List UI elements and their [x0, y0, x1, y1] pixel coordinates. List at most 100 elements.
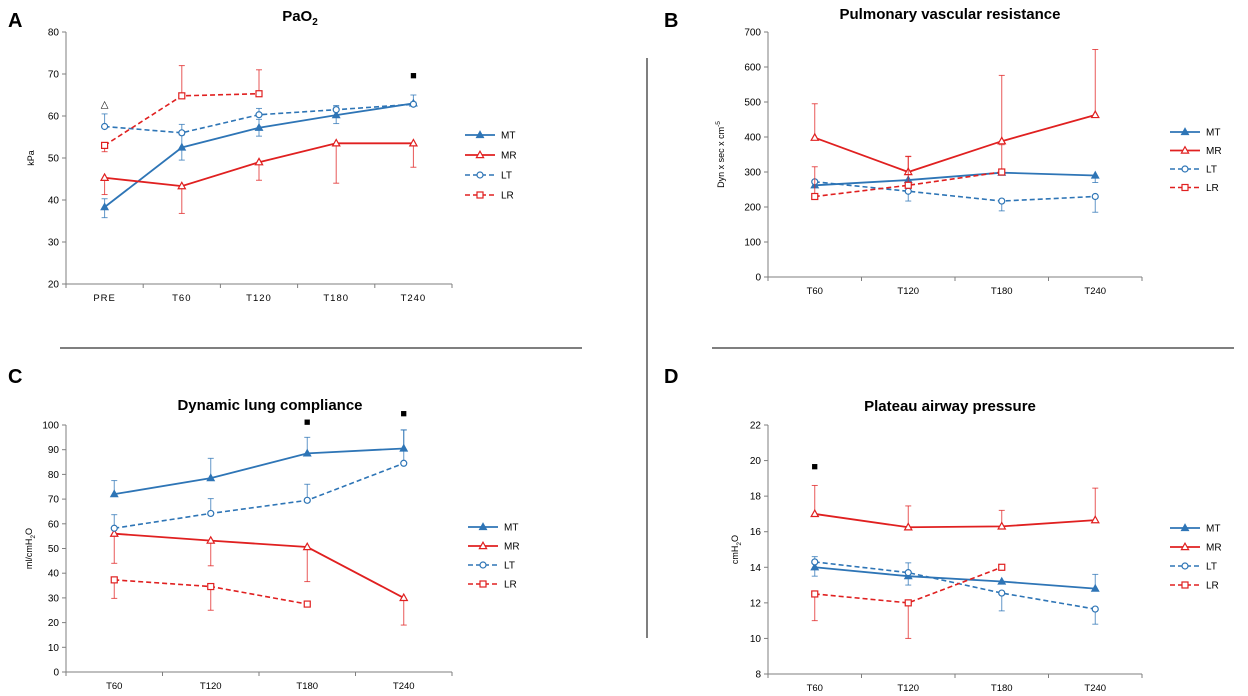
chart-b-series-lt-point	[1091, 192, 1099, 201]
chart-c-series-lt-line	[114, 462, 405, 530]
chart-c-series-lr	[110, 576, 311, 611]
chart-b-y-tick-label: 100	[744, 238, 761, 249]
chart-d-legend-lr: LR	[1170, 581, 1219, 592]
chart-c-legend-label: LR	[504, 580, 517, 591]
chart-c-series-lr-point	[110, 576, 118, 584]
separator-vertical	[646, 58, 648, 638]
chart-c-y-tick-label: 40	[48, 569, 60, 580]
chart-b-y-tick-label: 700	[744, 28, 761, 39]
chart-d-x-tick-label: T240	[1084, 683, 1106, 694]
chart-b-y-tick-label: 300	[744, 168, 761, 179]
chart-a-series-mr-point	[254, 157, 264, 166]
chart-d-significance-marker: ■	[811, 461, 818, 473]
chart-d-legend-marker	[1181, 562, 1189, 570]
chart-b-series-lt-point	[998, 197, 1006, 205]
chart-c-series-mt	[109, 429, 409, 498]
chart-a-y-tick-label: 30	[48, 238, 60, 249]
chart-a-legend-mt: MT	[465, 130, 515, 142]
chart-c-series-lt-point	[400, 459, 408, 467]
chart-b-series-mr	[810, 49, 1100, 176]
chart-c-legend-marker	[479, 580, 487, 588]
panel-letter-d: D	[664, 366, 679, 388]
chart-a-series-mt-point	[331, 110, 341, 119]
chart-c-y-axis-label-main: ml/cmH	[24, 539, 34, 570]
chart-c-series-lr-point	[207, 582, 215, 591]
chart-d-series-mr-point	[903, 522, 913, 531]
chart-c-series-mr-point	[399, 592, 409, 602]
chart-b-legend-label: MR	[1206, 146, 1222, 157]
chart-title-b: Pulmonary vascular resistance	[839, 6, 1061, 23]
chart-c-legend-label: LT	[504, 561, 515, 572]
chart-d-legend-mt: MT	[1170, 523, 1220, 535]
chart-c-x-tick-label: T120	[200, 681, 222, 692]
chart-a-legend-label: MR	[501, 151, 517, 162]
chart-d-legend-lt: LT	[1170, 562, 1217, 573]
chart-d-legend-label: MT	[1206, 524, 1220, 535]
chart-a-series-mr-point	[331, 138, 341, 147]
chart-a-series-mr-point	[408, 138, 419, 147]
chart-d-x-tick-label: T60	[807, 683, 823, 694]
chart-a-legend-lt: LT	[465, 171, 512, 182]
chart-d-y-tick-label: 16	[750, 527, 762, 538]
chart-d-series-mr-point	[810, 508, 820, 518]
chart-c-compliance: 0 10 20 30 40 50 60 70 80 90 100 T60 T120 T180 T240 ml/…	[24, 408, 520, 692]
chart-a-y-tick-label: 20	[48, 280, 60, 291]
chart-a-series-lt-point	[332, 106, 340, 114]
chart-a-y-tick-label: 80	[48, 28, 60, 39]
chart-a-series-lt-point	[178, 129, 186, 137]
separator-horizontal-right	[712, 347, 1234, 349]
chart-a-series-mr-point	[177, 181, 187, 190]
chart-b-series-lr-point	[998, 168, 1006, 176]
chart-c-series-mr	[109, 528, 409, 626]
chart-c-significance-marker: ■	[400, 408, 407, 420]
chart-d-series-lt-point	[1091, 605, 1099, 613]
chart-a-legend-mr: MR	[465, 149, 517, 162]
chart-d-series-lt-point	[904, 569, 912, 577]
chart-a-series-lt-point	[255, 111, 263, 119]
chart-b-y-tick-label: 500	[744, 98, 761, 109]
chart-d-legend-label: LT	[1206, 562, 1217, 573]
chart-a-series-mr	[99, 138, 419, 214]
chart-d-y-tick-label: 10	[750, 634, 762, 645]
chart-d-series-lr-point	[904, 599, 912, 607]
chart-b-legend-lt: LT	[1170, 165, 1217, 176]
chart-b-y-tick-label: 200	[744, 203, 761, 214]
chart-b-legend-label: LT	[1206, 165, 1217, 176]
chart-a-legend-marker	[475, 149, 485, 159]
chart-c-y-axis-label: ml/cmH2O	[24, 528, 37, 569]
chart-d-x-tick-label: T180	[991, 683, 1013, 694]
chart-a-y-axis-label-main: kPa	[26, 150, 36, 166]
chart-d-legend-label: LR	[1206, 581, 1219, 592]
chart-title-d: Plateau airway pressure	[864, 398, 1036, 415]
chart-b-legend-mr: MR	[1170, 145, 1222, 157]
chart-a-y-tick-label: 60	[48, 112, 60, 123]
chart-c-y-tick-label: 10	[48, 643, 60, 654]
chart-d-series-mr-point	[997, 521, 1007, 530]
chart-b-legend-label: MT	[1206, 128, 1220, 139]
chart-c-series-lt-point	[303, 496, 311, 504]
chart-c-series-mr-point	[302, 541, 312, 551]
chart-b-x-tick-label: T120	[897, 286, 919, 297]
chart-d-y-tick-label: 22	[750, 421, 762, 432]
chart-a-series-lr-point	[100, 141, 109, 150]
separator-horizontal-left	[60, 347, 582, 349]
chart-c-y-axis-label-tail: O	[24, 528, 34, 535]
chart-b-series-mr-point	[997, 136, 1007, 145]
chart-a-series-lt	[100, 100, 417, 137]
panel-letter-c: C	[8, 366, 23, 388]
chart-title-c: Dynamic lung compliance	[177, 397, 363, 414]
chart-d-y-tick-label: 14	[750, 563, 762, 574]
chart-a-x-tick-label: T120	[246, 293, 272, 304]
chart-c-series-mt-point	[109, 489, 119, 498]
chart-b-series-lr-point	[904, 181, 912, 189]
chart-d-y-axis-label-tail: O	[730, 535, 740, 542]
chart-c-legend-lt: LT	[468, 561, 515, 572]
chart-a-series-mt-point	[100, 202, 110, 211]
chart-b-y-axis-label-sup: -5	[715, 121, 722, 127]
chart-b-legend-marker	[1181, 165, 1189, 173]
chart-d-legend-marker	[1181, 581, 1189, 589]
chart-c-x-tick-label: T60	[106, 681, 122, 692]
chart-a-x-tick-label: T60	[172, 293, 191, 304]
chart-a-series-mt-point	[177, 142, 187, 151]
chart-c-series-lt	[110, 429, 408, 532]
